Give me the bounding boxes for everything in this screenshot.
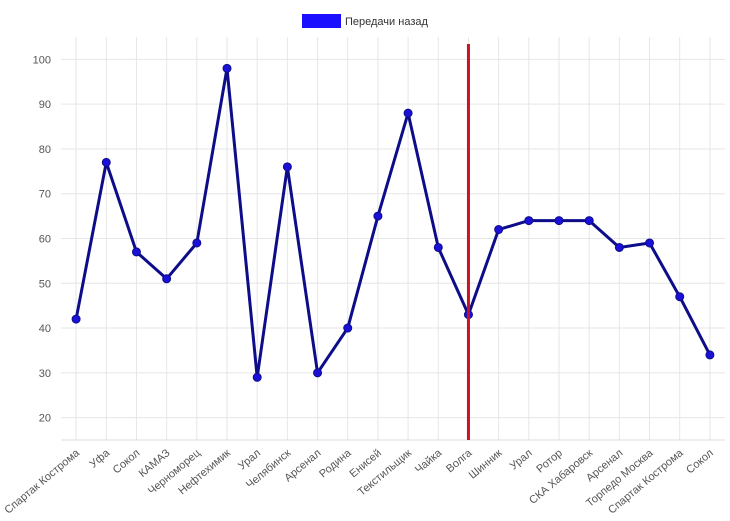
- series-layer: [71, 63, 715, 382]
- data-point[interactable]: [433, 242, 443, 252]
- data-point[interactable]: [645, 238, 655, 248]
- data-point[interactable]: [192, 238, 202, 248]
- data-point[interactable]: [343, 323, 353, 333]
- y-tick-label: 60: [39, 234, 51, 246]
- grid: [61, 37, 725, 440]
- x-tick-label: Сокол: [684, 447, 716, 476]
- data-point[interactable]: [313, 368, 323, 378]
- x-axis: Спартак Кострома УфаСоколКАМАЗЧерноморецН…: [2, 439, 725, 517]
- y-tick-label: 40: [39, 323, 51, 335]
- y-tick-label: 90: [39, 99, 51, 111]
- x-tick-label: Чайка: [413, 447, 445, 477]
- y-tick-label: 70: [39, 189, 51, 201]
- data-point[interactable]: [282, 162, 292, 172]
- data-point[interactable]: [252, 372, 262, 382]
- y-tick-label: 30: [39, 368, 51, 380]
- data-point[interactable]: [71, 314, 81, 324]
- data-point[interactable]: [403, 108, 413, 118]
- x-tick-label: Родина: [317, 447, 354, 481]
- data-point[interactable]: [705, 350, 715, 360]
- y-tick-label: 80: [39, 144, 51, 156]
- data-point[interactable]: [614, 242, 624, 252]
- data-point[interactable]: [162, 274, 172, 284]
- y-tick-label: 20: [39, 413, 51, 425]
- data-point[interactable]: [584, 216, 594, 226]
- x-tick-label: Шинник: [467, 447, 505, 482]
- data-point[interactable]: [494, 225, 504, 235]
- x-tick-label: Уфа: [88, 447, 113, 471]
- x-tick-label: Спартак Кострома: [2, 447, 82, 517]
- x-tick-label: Урал: [508, 447, 535, 472]
- y-tick-label: 50: [39, 278, 51, 290]
- x-tick-label: Текстильщик: [356, 447, 414, 499]
- y-axis: 20 30 40 50 60 70 80 90 100: [33, 54, 51, 424]
- data-point[interactable]: [222, 63, 232, 73]
- data-point[interactable]: [524, 216, 534, 226]
- y-tick-label: 100: [33, 54, 51, 66]
- data-point[interactable]: [554, 216, 564, 226]
- data-point[interactable]: [131, 247, 141, 257]
- series-line: [74, 66, 712, 379]
- legend-swatch: [302, 14, 341, 28]
- legend-label: Передачи назад: [345, 16, 428, 28]
- data-point[interactable]: [675, 292, 685, 302]
- data-point[interactable]: [101, 157, 111, 167]
- legend[interactable]: Передачи назад: [302, 14, 428, 28]
- data-point[interactable]: [373, 211, 383, 221]
